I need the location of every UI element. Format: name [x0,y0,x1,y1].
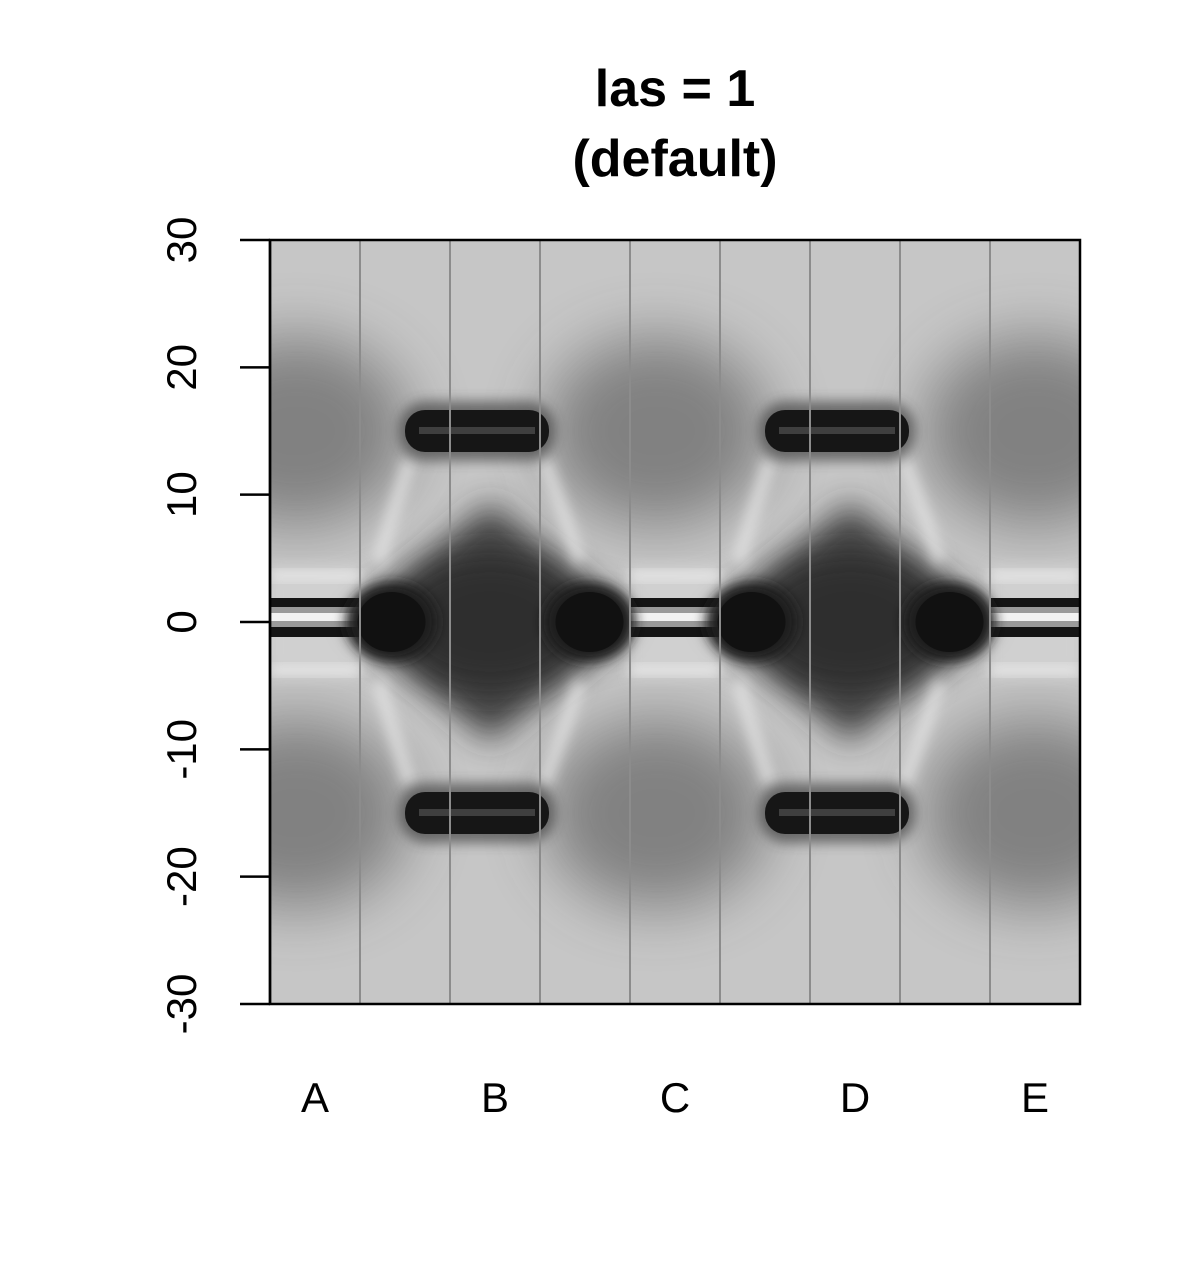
band-dark-bottom-2 [990,627,1080,637]
y-tick-label-4: -10 [158,719,205,780]
dark-blob-core-3 [915,592,984,652]
diffuse-shadow-2 [544,336,770,526]
y-tick-label-5: -20 [158,846,205,907]
diffuse-shadow-3 [544,718,770,908]
band-mid-bottom-0 [270,621,360,627]
dark-blob-core-0 [357,592,426,652]
band-dark-bottom-1 [630,627,720,637]
heatmap-image [270,240,1080,1004]
x-axis: A B C D E [301,1074,1049,1121]
light-streak-0-0 [371,458,417,565]
x-tick-label-A: A [301,1074,329,1121]
y-axis: 30 20 10 0 -10 -20 -30 [158,217,272,1035]
band-light-bottom-2 [990,666,1080,674]
light-streak-1-2 [897,458,948,565]
diffuse-shadow-1 [270,718,410,908]
light-streak-0-3 [537,679,588,786]
diffuse-shadow-4 [922,336,1080,526]
band-mid-top-2 [990,607,1080,613]
chart-title-line-1: las = 1 [595,60,755,118]
band-mid-bottom-1 [630,621,720,627]
x-tick-label-D: D [840,1074,870,1121]
dark-bar-center-0 [419,427,535,434]
band-dark-top-0 [270,598,360,607]
x-tick-label-E: E [1021,1074,1049,1121]
y-tick-label-2: 10 [158,471,205,518]
x-tick-label-B: B [481,1074,509,1121]
dark-bar-center-3 [779,809,895,816]
band-light-top-2 [990,572,1080,580]
light-streak-1-1 [731,679,777,786]
band-dark-bottom-0 [270,627,360,637]
band-dark-top-1 [630,598,720,607]
band-center-1 [630,613,720,621]
diffuse-shadow-5 [922,718,1080,908]
band-mid-bottom-2 [990,621,1080,627]
y-tick-label-6: -30 [158,974,205,1035]
lane-dividers [359,240,991,1004]
band-mid-top-0 [270,607,360,613]
dark-blob-core-2 [717,592,786,652]
dark-bar-center-2 [419,809,535,816]
band-light-top-0 [270,572,360,580]
chart-title-line-2: (default) [572,130,777,188]
light-streak-1-3 [897,679,948,786]
light-streak-0-2 [537,458,588,565]
y-tick-label-0: 30 [158,217,205,264]
band-center-0 [270,613,360,621]
band-light-bottom-0 [270,666,360,674]
dark-blob-core-1 [555,592,624,652]
y-tick-label-3: 0 [158,610,205,633]
y-tick-label-1: 20 [158,344,205,391]
band-light-bottom-1 [630,666,720,674]
band-center-2 [990,613,1080,621]
light-streak-1-0 [731,458,777,565]
light-streak-0-1 [371,679,417,786]
dark-bar-center-1 [779,427,895,434]
band-dark-top-2 [990,598,1080,607]
band-mid-top-1 [630,607,720,613]
diffuse-shadow-0 [270,336,410,526]
x-tick-label-C: C [660,1074,690,1121]
band-light-top-1 [630,572,720,580]
